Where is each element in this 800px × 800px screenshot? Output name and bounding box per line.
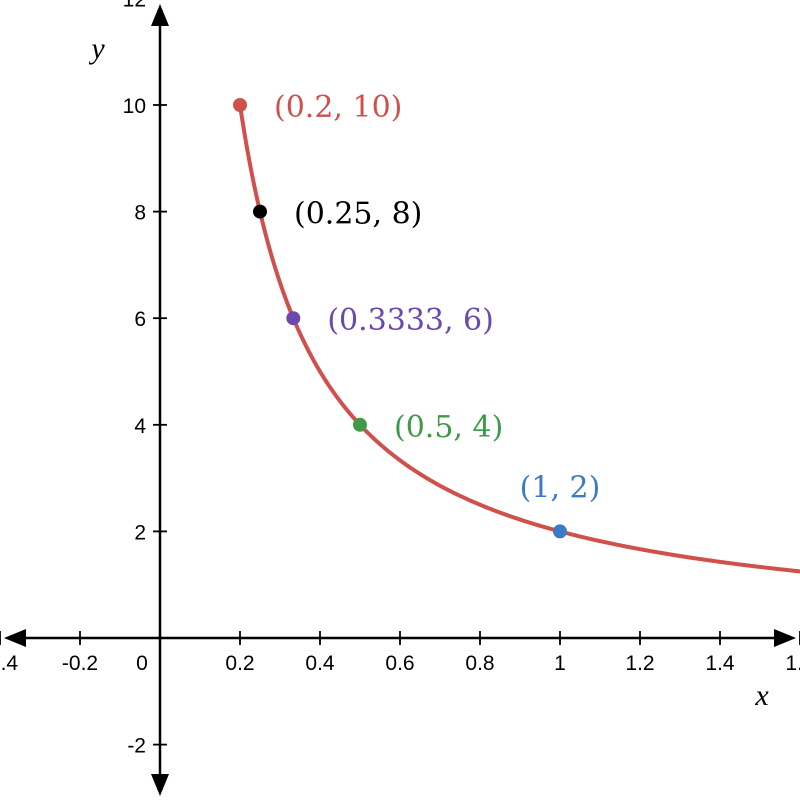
x-tick-label: 1.2 [625,652,654,675]
curve-line [238,103,800,574]
data-point-label: (0.3333, 6) [327,303,494,338]
x-tick-label: 1.4 [705,652,735,675]
x-axis-title: x [754,679,769,712]
x-tick-label: -0.2 [62,652,98,675]
y-tick-label: 8 [134,202,146,225]
y-tick-label: 4 [134,415,146,438]
data-point-label: (0.25, 8) [294,197,422,232]
data-point [233,98,247,112]
points-group: (0.2, 10) (0.25, 8) (0.3333, 6) (0.5, 4) (1,… [233,90,601,539]
curve-group [238,103,800,574]
y-axis-title: y [88,32,105,65]
y-tick-label: 6 [134,308,146,331]
data-point [353,417,367,432]
x-tick-label: 0.4 [305,652,335,675]
y-tick-label: 12 [123,0,146,11]
data-point [253,204,267,219]
y-axis-bottom-arrow [151,774,169,796]
x-axis-left-arrow [4,629,26,647]
y-tick-label: 10 [123,95,146,118]
data-point-label: (1, 2) [520,470,601,505]
y-tick-label: -2 [127,735,146,758]
x-tick-label: 0.8 [465,652,494,675]
y-axis-top-arrow [151,4,169,26]
origin-label: 0 [136,652,148,675]
data-point [286,311,301,326]
x-tick-label: 0.6 [385,652,414,675]
data-point-label: (0.5, 4) [394,410,503,445]
data-point-label: (0.2, 10) [274,90,402,125]
x-axis-right-arrow [774,629,796,647]
x-tick-label: -0.4 [0,652,18,675]
data-point [553,524,567,539]
x-tick-label: 1 [554,652,566,675]
x-tick-label: 1.6 [785,652,800,675]
x-tick-label: 0.2 [225,652,254,675]
y-tick-label: 2 [134,521,146,544]
